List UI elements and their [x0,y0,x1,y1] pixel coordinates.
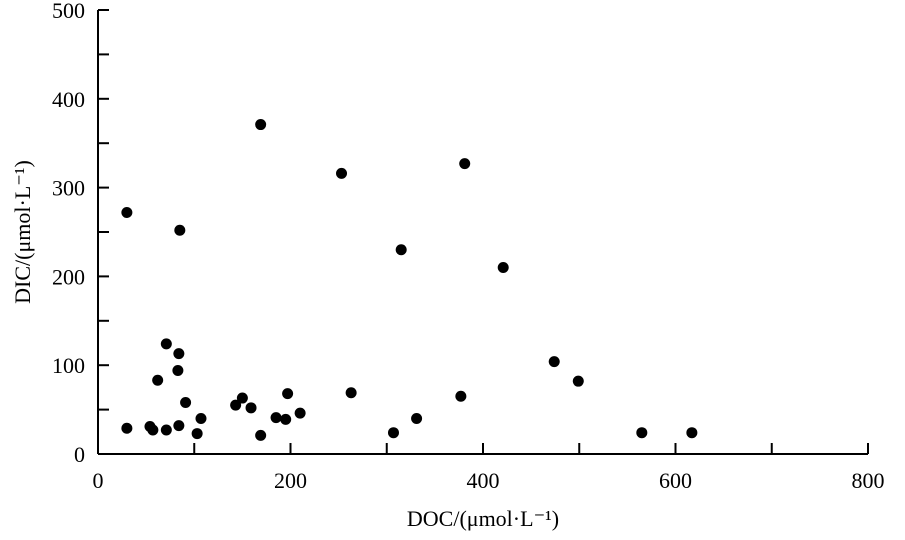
data-point [121,422,133,434]
data-point [686,427,698,439]
data-point [294,407,306,419]
data-point [173,420,185,432]
y-tick-label: 100 [52,353,85,378]
data-point [387,427,399,439]
data-point [636,427,648,439]
data-point [459,158,471,170]
x-tick-label: 0 [93,468,104,493]
y-tick-label: 300 [52,176,85,201]
data-point [245,402,257,414]
y-tick-label: 500 [52,0,85,23]
data-point [230,399,242,411]
data-point [160,338,172,350]
data-point [152,374,164,386]
x-tick-label: 400 [467,468,500,493]
data-point [121,206,133,218]
data-point [255,119,267,131]
data-point [195,412,207,424]
data-point [280,413,292,425]
data-point [147,424,159,436]
x-tick-label: 800 [852,468,885,493]
data-point [411,412,423,424]
data-point [455,390,467,402]
data-point [572,375,584,387]
data-point [548,356,560,368]
data-point [497,262,509,274]
data-point [395,244,407,256]
axes [97,10,868,455]
y-axis-label: DIC/(μmol·L⁻¹) [10,160,35,304]
data-point [173,348,185,360]
data-point [172,365,184,377]
y-tick-label: 0 [74,442,85,467]
data-point [160,424,172,436]
x-axis-label: DOC/(μmol·L⁻¹) [407,506,559,531]
y-tick-label: 400 [52,87,85,112]
data-point [270,412,282,424]
x-tick-label: 600 [659,468,692,493]
data-point [174,224,186,236]
data-point [191,428,203,440]
data-points [121,119,698,441]
data-point [336,167,348,179]
data-point [236,392,248,404]
y-tick-label: 200 [52,264,85,289]
data-point [345,387,357,399]
data-point [255,429,267,441]
ticks: 0 200 400 600 800 0 100 200 300 400 500 [52,0,885,493]
data-point [282,388,294,400]
data-point [180,396,192,408]
x-tick-label: 200 [274,468,307,493]
